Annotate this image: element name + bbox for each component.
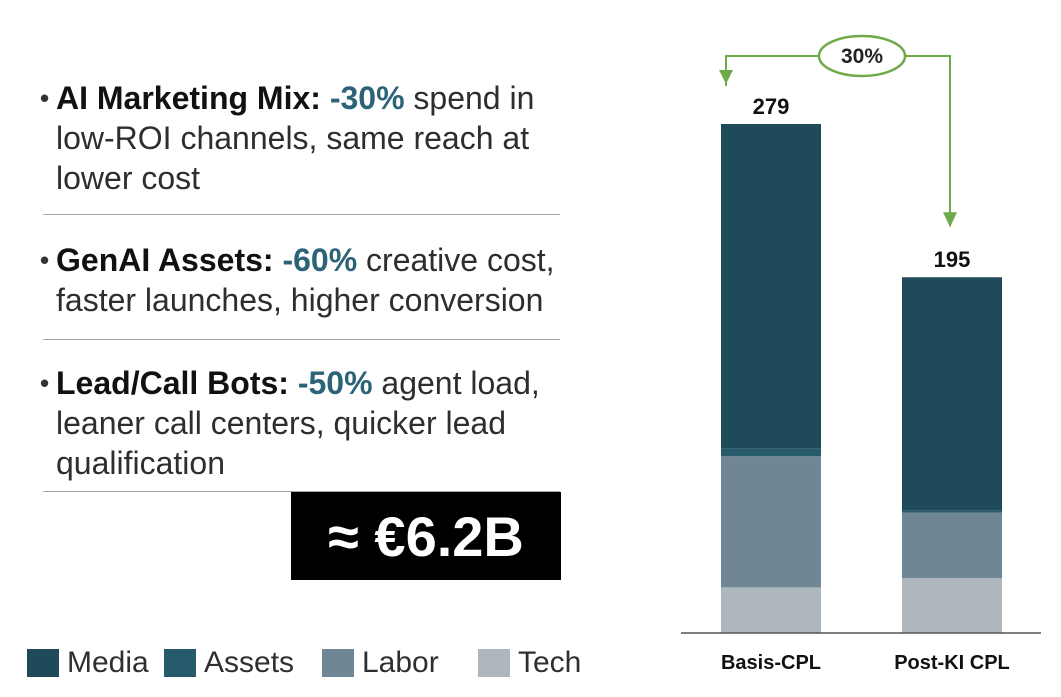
bullet-lead: GenAI Assets: — [56, 242, 274, 278]
bar-segment-assets-2 — [902, 510, 1002, 513]
bar-segment-assets-1 — [721, 448, 821, 457]
bullet-percent: -50% — [297, 365, 373, 401]
bullet-rest: agent load, leaner call centers, quicker… — [56, 365, 540, 481]
bullet-dot: • — [40, 368, 50, 398]
divider — [43, 339, 560, 340]
x-tick-label-2: Post-KI CPL — [894, 652, 1010, 674]
legend-item-tech: Tech — [478, 646, 581, 680]
bullet-percent: -60% — [282, 242, 358, 278]
bullet-lead: Lead/Call Bots: — [56, 365, 289, 401]
total-savings-badge: ≈ €6.2B — [291, 492, 561, 580]
bullet-lead-call-bots: • Lead/Call Bots: -50% agent load, leane… — [40, 363, 570, 483]
bar-segment-labor-1 — [721, 456, 821, 588]
legend-swatch-assets — [164, 649, 196, 677]
legend-item-assets: Assets — [164, 646, 294, 680]
reduction-badge — [817, 34, 907, 78]
legend-label-media: Media — [67, 646, 149, 679]
legend-label-tech: Tech — [518, 646, 582, 679]
bullet-ai-marketing-mix: • AI Marketing Mix: -30% spend in low-RO… — [40, 78, 570, 198]
bar-segment-media-1 — [721, 124, 821, 449]
legend-label-assets: Assets — [204, 646, 295, 679]
reduction-percent-label: 30% — [841, 45, 883, 68]
arrow-head-icon — [719, 70, 733, 84]
legend-swatch-labor — [322, 649, 354, 677]
arrow-head-icon — [943, 212, 957, 228]
bullet-genai-assets: • GenAI Assets: -60% creative cost, fast… — [40, 240, 570, 320]
legend-swatch-media — [27, 649, 59, 677]
legend-swatch-tech — [478, 649, 510, 677]
bullet-rest: creative cost, faster launches, higher c… — [56, 242, 555, 318]
bullet-dot: • — [40, 83, 50, 113]
bar-segment-tech-2 — [902, 578, 1002, 633]
divider — [43, 491, 560, 492]
divider — [43, 214, 560, 215]
bullet-percent: -30% — [329, 80, 405, 116]
bar-segment-labor-2 — [902, 512, 1002, 579]
bar-segment-tech-1 — [721, 587, 821, 633]
bullet-lead: AI Marketing Mix: — [56, 80, 321, 116]
bar-segment-media-2 — [902, 277, 1002, 511]
bullet-rest: spend in low-ROI channels, same reach at… — [56, 80, 535, 196]
legend-item-media: Media — [27, 646, 149, 680]
bullet-dot: • — [40, 245, 50, 275]
legend-label-labor: Labor — [362, 646, 439, 679]
x-tick-label-1: Basis-CPL — [721, 652, 821, 674]
bar-total-label-1: 279 — [753, 94, 790, 119]
bar-total-label-2: 195 — [934, 247, 971, 272]
legend-item-labor: Labor — [322, 646, 439, 680]
